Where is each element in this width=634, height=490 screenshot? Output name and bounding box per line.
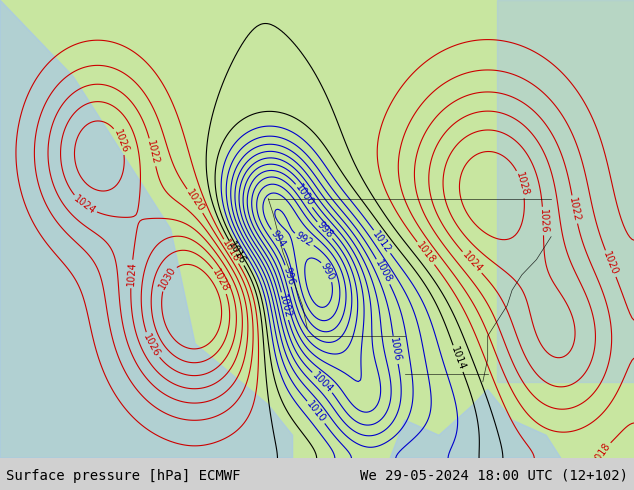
Text: 1020: 1020 xyxy=(184,188,206,214)
Text: 1018: 1018 xyxy=(221,238,242,265)
Text: 1014: 1014 xyxy=(449,345,467,372)
Text: 1012: 1012 xyxy=(371,229,393,255)
Text: 1026: 1026 xyxy=(538,209,548,234)
Text: 1010: 1010 xyxy=(304,399,328,425)
Text: 1016: 1016 xyxy=(226,240,247,267)
Text: 992: 992 xyxy=(294,230,314,248)
Text: 1002: 1002 xyxy=(277,293,293,319)
Text: We 29-05-2024 18:00 UTC (12+102): We 29-05-2024 18:00 UTC (12+102) xyxy=(359,468,628,483)
Text: 994: 994 xyxy=(268,228,287,249)
Text: Surface pressure [hPa] ECMWF: Surface pressure [hPa] ECMWF xyxy=(6,468,241,483)
Text: 1026: 1026 xyxy=(112,128,130,154)
Text: 1008: 1008 xyxy=(373,259,394,285)
Polygon shape xyxy=(390,390,561,458)
Text: 1022: 1022 xyxy=(567,196,582,222)
Text: 996: 996 xyxy=(281,266,295,286)
Text: 1024: 1024 xyxy=(72,194,98,216)
Text: 1020: 1020 xyxy=(602,250,620,277)
Text: 1026: 1026 xyxy=(141,332,162,359)
Text: 1030: 1030 xyxy=(157,265,178,291)
Text: 1018: 1018 xyxy=(590,441,612,466)
Text: 998: 998 xyxy=(315,220,335,241)
Text: 1004: 1004 xyxy=(311,370,335,394)
Text: 1018: 1018 xyxy=(415,241,437,266)
Text: 990: 990 xyxy=(319,261,337,282)
Text: 1028: 1028 xyxy=(514,171,530,197)
Text: 1000: 1000 xyxy=(293,183,315,209)
Text: 1022: 1022 xyxy=(145,139,160,166)
Text: 1024: 1024 xyxy=(126,261,138,287)
Bar xyxy=(498,0,634,382)
Text: 1024: 1024 xyxy=(460,250,484,275)
Polygon shape xyxy=(0,0,293,458)
Text: 1006: 1006 xyxy=(389,337,403,363)
Text: 1028: 1028 xyxy=(210,268,231,294)
